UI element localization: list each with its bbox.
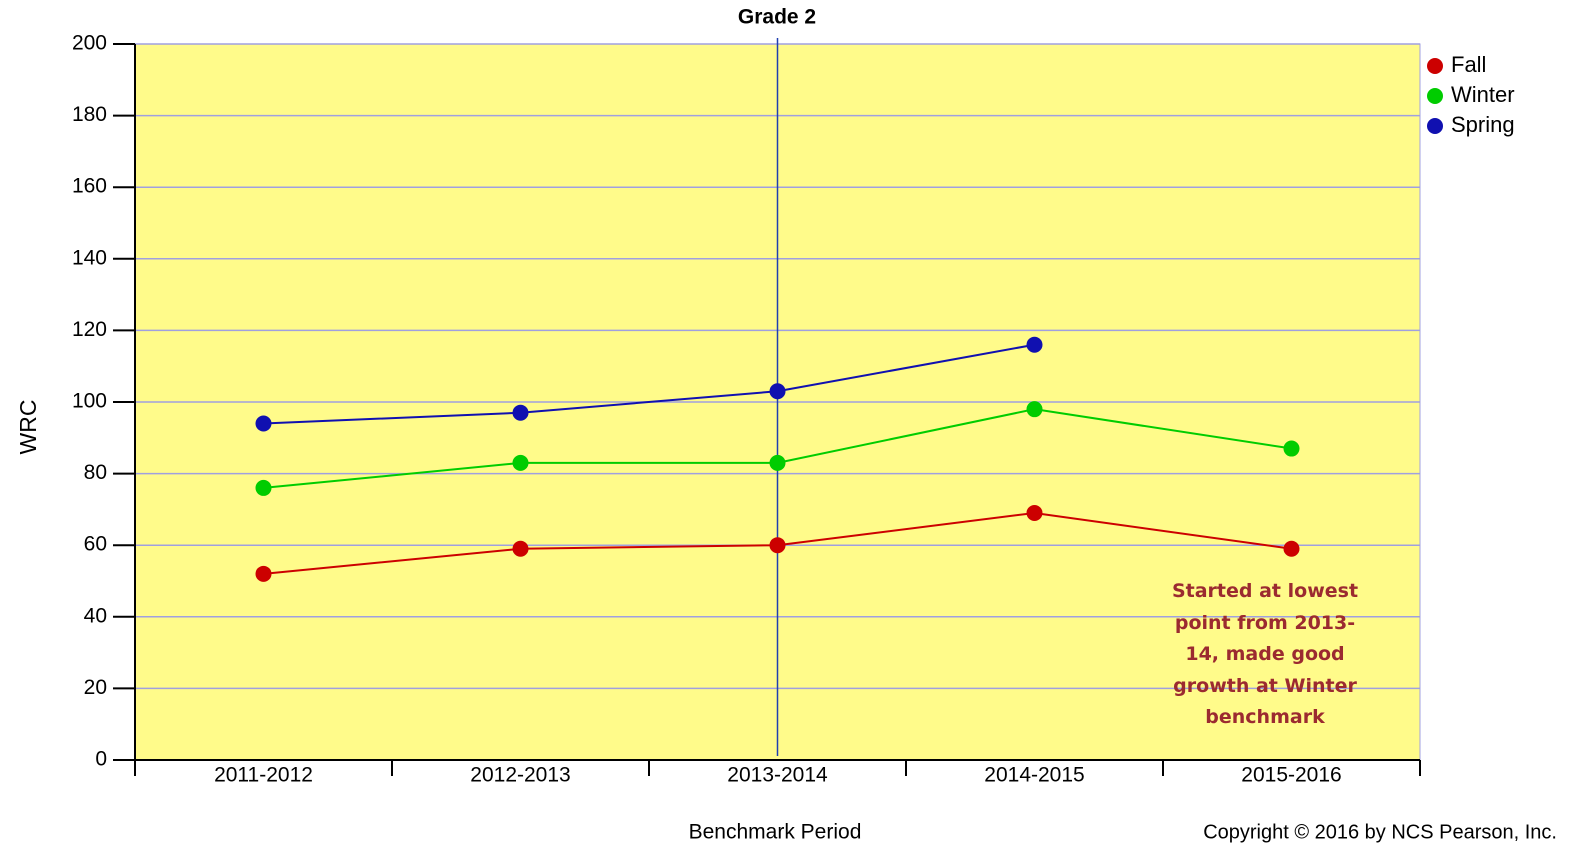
x-tick-label: 2012-2013	[470, 764, 570, 787]
data-point	[1283, 540, 1300, 557]
data-point	[255, 415, 272, 432]
x-tick-label: 2015-2016	[1241, 764, 1341, 787]
x-tick-label: 2011-2012	[214, 764, 313, 787]
data-point	[769, 454, 786, 471]
legend-label: Spring	[1451, 112, 1515, 137]
data-point	[512, 404, 529, 421]
data-point	[769, 383, 786, 400]
data-point	[769, 537, 786, 554]
legend-label: Winter	[1451, 82, 1515, 107]
series-line	[263, 343, 1035, 425]
y-tick-label: 140	[72, 246, 107, 269]
y-tick-label: 80	[84, 461, 107, 484]
y-tick-label: 180	[72, 103, 107, 126]
y-tick-label: 40	[84, 604, 107, 627]
copyright: Copyright © 2016 by NCS Pearson, Inc.	[1203, 821, 1557, 843]
chart-title: Grade 2	[738, 6, 816, 29]
y-tick-label: 20	[84, 676, 107, 699]
x-tick-label: 2014-2015	[984, 764, 1084, 787]
x-tick-label: 2013-2014	[727, 764, 828, 787]
data-point	[1026, 336, 1043, 353]
annotation: Started at lowest point from 2013-14, ma…	[1171, 580, 1359, 728]
data-point	[512, 540, 529, 557]
y-tick-label: 0	[95, 748, 107, 771]
y-tick-label: 120	[72, 318, 107, 341]
data-point	[1026, 504, 1043, 521]
y-tick-label: 200	[72, 32, 107, 55]
y-tick-label: 100	[72, 390, 107, 413]
x-axis-label: Benchmark Period	[689, 821, 862, 844]
data-point	[255, 565, 272, 582]
data-point	[255, 479, 272, 496]
y-tick-label: 60	[84, 533, 107, 556]
legend-marker	[1427, 88, 1443, 104]
y-axis-label: WRC	[15, 400, 41, 455]
data-point	[1026, 401, 1043, 418]
data-point	[512, 454, 529, 471]
legend-marker	[1427, 118, 1443, 134]
y-tick-label: 160	[72, 175, 107, 198]
data-point	[1283, 440, 1300, 457]
legend-marker	[1427, 58, 1443, 74]
legend-label: Fall	[1451, 52, 1486, 77]
